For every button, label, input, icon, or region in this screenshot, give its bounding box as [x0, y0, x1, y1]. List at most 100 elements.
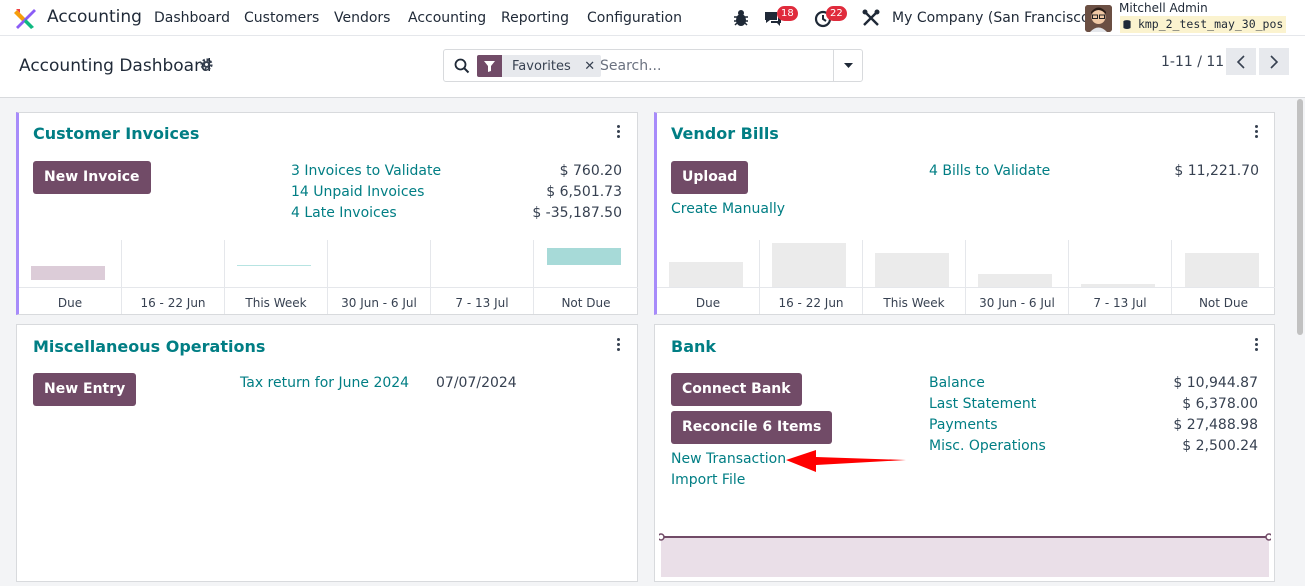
create-manually-link[interactable]: Create Manually [671, 201, 786, 217]
top-navbar: Accounting Dashboard Customers Vendors A… [0, 0, 1305, 36]
pager-next-button[interactable] [1259, 48, 1289, 75]
scrollbar-thumb[interactable] [1297, 99, 1303, 335]
graph-label: 7 - 13 Jul [455, 296, 509, 310]
page-scrollbar[interactable] [1295, 99, 1305, 586]
tax-return-link[interactable]: Tax return for June 2024 [240, 375, 410, 391]
graph-bar [978, 274, 1052, 287]
annotation-arrow-icon [786, 450, 906, 472]
menu-customers[interactable]: Customers [244, 10, 320, 26]
customer-invoices-title[interactable]: Customer Invoices [33, 124, 200, 143]
late-invoices-amount: $ -35,187.50 [532, 205, 622, 221]
menu-reporting[interactable]: Reporting [501, 10, 570, 26]
graph-bar [669, 262, 743, 287]
bank-card: Bank Connect Bank Reconcile 6 Items New … [654, 324, 1275, 582]
database-name: kmp_2_test_may_30_pos [1120, 16, 1287, 33]
customer-invoices-menu-icon[interactable] [615, 125, 621, 139]
user-name[interactable]: Mitchell Admin [1119, 1, 1208, 15]
facet-remove-icon[interactable]: ✕ [584, 58, 596, 74]
accounting-app-icon[interactable] [14, 7, 36, 29]
invoices-to-validate-link[interactable]: 3 Invoices to Validate [291, 163, 442, 179]
graph-bar [772, 243, 846, 287]
menu-vendors[interactable]: Vendors [334, 10, 391, 26]
app-name[interactable]: Accounting [47, 7, 142, 27]
payments-amount: $ 27,488.98 [1173, 417, 1258, 433]
search-facet-favorites: Favorites ✕ [477, 55, 601, 77]
balance-link[interactable]: Balance [929, 375, 985, 391]
graph-column: 7 - 13 Jul [431, 240, 534, 314]
graph-bar [237, 265, 311, 266]
reconcile-items-button[interactable]: Reconcile 6 Items [671, 411, 833, 444]
bug-icon[interactable] [733, 8, 749, 28]
vendor-bills-graph[interactable]: Due 16 - 22 Jun This Week 30 Jun - 6 Jul… [657, 240, 1275, 314]
chevron-right-icon [1270, 55, 1279, 69]
graph-point [659, 533, 665, 541]
vendor-bills-title[interactable]: Vendor Bills [671, 124, 779, 143]
misc-operations-amount: $ 2,500.24 [1182, 438, 1258, 454]
graph-column: This Week [863, 240, 966, 314]
search-bar: Favorites ✕ [443, 49, 863, 82]
payments-link[interactable]: Payments [929, 417, 998, 433]
customer-invoices-card: Customer Invoices New Invoice 3 Invoices… [16, 112, 638, 315]
company-switcher[interactable]: My Company (San Francisco) [892, 10, 1095, 26]
tools-icon[interactable] [861, 8, 881, 28]
graph-column: This Week [225, 240, 328, 314]
graph-column: 7 - 13 Jul [1069, 240, 1172, 314]
facet-label: Favorites [512, 58, 571, 74]
graph-area [661, 537, 1269, 577]
bank-title[interactable]: Bank [671, 337, 717, 356]
graph-bar [547, 248, 621, 265]
search-icon[interactable] [454, 58, 470, 74]
activities-count-badge: 22 [826, 6, 847, 21]
balance-amount: $ 10,944.87 [1173, 375, 1258, 391]
bills-to-validate-link[interactable]: 4 Bills to Validate [929, 163, 1051, 179]
user-avatar[interactable] [1085, 5, 1112, 32]
graph-column: Not Due [534, 240, 638, 314]
customer-invoices-graph[interactable]: Due 16 - 22 Jun This Week 30 Jun - 6 Jul… [19, 240, 638, 314]
graph-point [1265, 533, 1271, 541]
misc-operations-card: Miscellaneous Operations New Entry Tax r… [16, 324, 638, 582]
graph-column: Not Due [1172, 240, 1275, 314]
filter-icon [477, 55, 502, 77]
new-entry-button[interactable]: New Entry [33, 373, 137, 406]
upload-button[interactable]: Upload [671, 161, 749, 194]
import-file-link[interactable]: Import File [671, 472, 746, 488]
unpaid-invoices-link[interactable]: 14 Unpaid Invoices [291, 184, 425, 200]
menu-accounting[interactable]: Accounting [408, 10, 487, 26]
menu-configuration[interactable]: Configuration [587, 10, 682, 26]
graph-label: Not Due [1198, 296, 1249, 310]
graph-baseline [657, 287, 1275, 288]
search-input[interactable] [600, 55, 830, 77]
misc-operations-title[interactable]: Miscellaneous Operations [33, 337, 266, 356]
last-statement-link[interactable]: Last Statement [929, 396, 1037, 412]
graph-label: 30 Jun - 6 Jul [979, 296, 1055, 310]
graph-label: 7 - 13 Jul [1093, 296, 1147, 310]
graph-bar [1185, 253, 1259, 287]
misc-operations-link[interactable]: Misc. Operations [929, 438, 1046, 454]
control-panel: Accounting Dashboard Favorites ✕ 1-11 / … [0, 36, 1305, 98]
graph-label: Not Due [561, 296, 611, 310]
late-invoices-link[interactable]: 4 Late Invoices [291, 205, 397, 221]
graph-column: 30 Jun - 6 Jul [328, 240, 431, 314]
search-options-toggle[interactable] [833, 50, 862, 81]
graph-column: 16 - 22 Jun [760, 240, 863, 314]
vendor-bills-menu-icon[interactable] [1253, 125, 1259, 139]
bank-menu-icon[interactable] [1253, 338, 1259, 352]
graph-label: 16 - 22 Jun [778, 296, 844, 310]
bills-to-validate-amount: $ 11,221.70 [1174, 163, 1259, 179]
caret-down-icon [844, 63, 853, 68]
new-invoice-button[interactable]: New Invoice [33, 161, 151, 194]
pager-previous-button[interactable] [1226, 48, 1256, 75]
pager-value[interactable]: 1-11 / 11 [1161, 54, 1225, 70]
misc-operations-menu-icon[interactable] [615, 338, 621, 352]
graph-bar [875, 253, 949, 287]
graph-bar [1081, 284, 1155, 287]
gear-icon[interactable] [199, 57, 214, 72]
graph-baseline [19, 287, 638, 288]
unpaid-invoices-amount: $ 6,501.73 [546, 184, 622, 200]
bank-balance-line-graph[interactable] [659, 532, 1271, 578]
connect-bank-button[interactable]: Connect Bank [671, 373, 802, 406]
new-transaction-link[interactable]: New Transaction [671, 451, 787, 467]
graph-column: 16 - 22 Jun [122, 240, 225, 314]
menu-dashboard[interactable]: Dashboard [154, 10, 230, 26]
graph-label: Due [57, 296, 83, 310]
